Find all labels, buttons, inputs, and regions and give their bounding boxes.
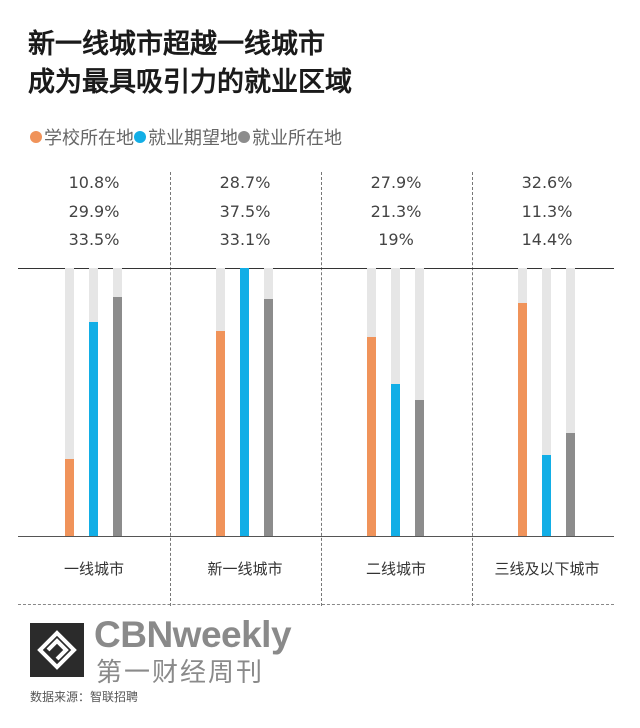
group-separator-1 xyxy=(170,172,171,606)
bar-4-3 xyxy=(566,433,575,536)
legend-dot-expected xyxy=(134,131,146,143)
bar-1-2 xyxy=(89,322,98,536)
cbn-logo xyxy=(30,623,84,677)
bar-3-2 xyxy=(391,384,400,536)
category-label-3: 二线城市 xyxy=(365,560,426,578)
bar-track-4-2 xyxy=(542,268,551,536)
legend-label-school: 学校所在地 xyxy=(44,128,134,149)
legend: 学校所在地 就业期望地 就业所在地 xyxy=(30,124,342,150)
bar-2-2 xyxy=(240,268,249,536)
bar-track-1-1 xyxy=(65,268,74,536)
cbn-logo-icon xyxy=(30,623,84,677)
bottom-divider xyxy=(18,604,614,605)
category-label-1: 一线城市 xyxy=(63,560,124,578)
legend-item-expected: 就业期望地 xyxy=(134,124,238,150)
source-note: 数据来源：智联招聘 xyxy=(30,690,139,704)
category-label-4: 三线及以下城市 xyxy=(494,560,600,578)
bar-3-1 xyxy=(367,337,376,536)
chart-title: 新一线城市超越一线城市 成为最具吸引力的就业区域 xyxy=(28,26,352,102)
bar-4-2 xyxy=(542,455,551,536)
bar-track-4-3 xyxy=(566,268,575,536)
title-line-2: 成为最具吸引力的就业区域 xyxy=(28,67,352,98)
bar-2-3 xyxy=(264,299,273,536)
legend-dot-employment xyxy=(238,131,250,143)
bar-1-1 xyxy=(65,459,74,536)
legend-label-employment: 就业所在地 xyxy=(252,128,342,149)
legend-dot-school xyxy=(30,131,42,143)
brand-name-cn: 第一财经周刊 xyxy=(96,658,265,688)
value-label-3-1: 27.9% xyxy=(370,173,422,192)
value-label-4-1: 32.6% xyxy=(521,173,573,192)
chart-baseline xyxy=(18,536,614,537)
bar-2-1 xyxy=(216,331,225,536)
value-label-3-2: 21.3% xyxy=(370,202,422,221)
value-label-1-2: 29.9% xyxy=(68,202,120,221)
group-separator-3 xyxy=(472,172,473,606)
value-label-2-3: 33.1% xyxy=(219,230,271,249)
legend-item-school: 学校所在地 xyxy=(30,124,134,150)
value-label-4-2: 11.3% xyxy=(521,202,573,221)
legend-label-expected: 就业期望地 xyxy=(148,128,238,149)
value-label-4-3: 14.4% xyxy=(521,230,573,249)
value-label-2-2: 37.5% xyxy=(219,202,271,221)
bar-3-3 xyxy=(415,400,424,536)
category-label-2: 新一线城市 xyxy=(207,560,283,578)
bar-4-1 xyxy=(518,303,527,536)
value-label-2-1: 28.7% xyxy=(219,173,271,192)
value-label-1-3: 33.5% xyxy=(68,230,120,249)
value-label-3-3: 19% xyxy=(378,230,414,249)
title-line-1: 新一线城市超越一线城市 xyxy=(28,29,325,60)
value-label-1-1: 10.8% xyxy=(68,173,120,192)
legend-item-employment: 就业所在地 xyxy=(238,124,342,150)
group-separator-2 xyxy=(321,172,322,606)
brand-name: CBNweekly xyxy=(94,614,292,655)
bar-1-3 xyxy=(113,297,122,536)
chart-top-line xyxy=(18,268,614,269)
